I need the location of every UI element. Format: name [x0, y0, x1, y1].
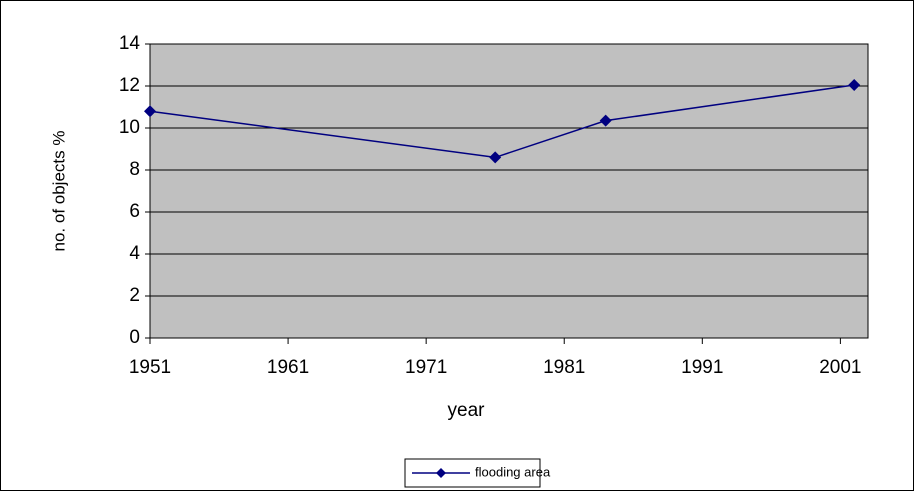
legend-marker — [436, 468, 446, 478]
x-tick-label: 1951 — [129, 357, 171, 378]
data-point — [599, 114, 612, 127]
y-tick-label: 0 — [129, 327, 140, 348]
data-point — [848, 78, 861, 91]
x-tick-label: 2001 — [819, 357, 861, 378]
plot-area — [149, 43, 869, 339]
y-tick-label: 12 — [119, 75, 140, 96]
y-axis-label: no. of objects % — [49, 131, 68, 252]
legend-label: flooding area — [475, 464, 551, 479]
data-line — [149, 84, 855, 159]
y-tick-label: 2 — [129, 285, 140, 306]
x-axis-label: year — [448, 400, 486, 421]
x-tick-label: 1961 — [267, 357, 309, 378]
y-tick-label: 8 — [129, 159, 140, 180]
y-tick-label: 4 — [129, 243, 140, 264]
data-point — [489, 151, 502, 164]
data-point — [144, 105, 156, 118]
y-tick-label: 10 — [119, 117, 140, 138]
y-tick-label: 6 — [129, 201, 140, 222]
x-tick-label: 1971 — [405, 357, 447, 378]
x-tick-label: 1981 — [543, 357, 585, 378]
x-tick-label: 1991 — [681, 357, 723, 378]
y-tick-label: 14 — [119, 33, 141, 54]
